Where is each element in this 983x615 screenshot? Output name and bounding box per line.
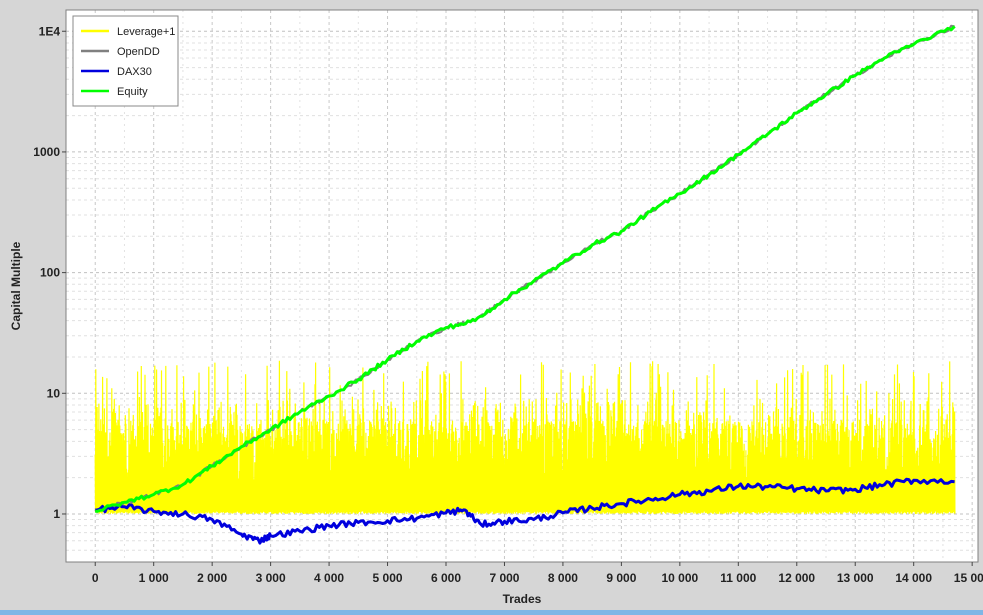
series-dax30 xyxy=(95,477,955,545)
legend-label: Equity xyxy=(117,86,148,98)
x-tick-label: 6 000 xyxy=(431,571,461,585)
x-tick-label: 11 000 xyxy=(720,571,756,585)
x-tick-label: 10 000 xyxy=(661,571,698,585)
series-layer xyxy=(94,24,956,545)
y-tick-label: 10 xyxy=(47,386,61,400)
window-bottom-edge xyxy=(0,610,983,615)
equity-line xyxy=(95,25,956,513)
x-tick-label: 12 000 xyxy=(778,571,815,585)
legend-label: OpenDD xyxy=(117,46,160,58)
x-tick-label: 0 xyxy=(92,571,99,585)
y-tick-label: 100 xyxy=(40,266,60,280)
legend-label: DAX30 xyxy=(117,66,152,78)
y-axis-title: Capital Multiple xyxy=(9,241,23,330)
grid-lines xyxy=(66,10,978,563)
x-tick-label: 4 000 xyxy=(314,571,344,585)
x-tick-label: 5 000 xyxy=(373,571,403,585)
legend-entry: DAX30 xyxy=(81,66,152,78)
y-tick-label: 1 xyxy=(53,507,60,521)
legend-entry: Leverage+1 xyxy=(81,26,175,38)
x-tick-label: 9 000 xyxy=(606,571,636,585)
leverage-line xyxy=(94,360,956,515)
x-axis-title: Trades xyxy=(503,592,542,606)
x-tick-label: 14 000 xyxy=(895,571,932,585)
x-tick-label: 15 000 xyxy=(954,571,983,585)
plot-border xyxy=(65,9,979,563)
dax30-line xyxy=(95,477,955,545)
legend-label: Leverage+1 xyxy=(117,26,175,38)
x-tick-label: 7 000 xyxy=(489,571,519,585)
legend-entry: Equity xyxy=(81,86,148,98)
x-tick-label: 13 000 xyxy=(837,571,874,585)
x-tick-label: 1 000 xyxy=(139,571,169,585)
y-tick-label: 1000 xyxy=(33,145,60,159)
series-leverage-1 xyxy=(94,360,956,515)
tick-labels: 0 1 000 2 000 3 000 4 000 5 000 6 000 7 000 8 00… xyxy=(33,24,983,585)
x-tick-label: 3 000 xyxy=(256,571,286,585)
x-tick-label: 8 000 xyxy=(548,571,578,585)
y-tick-label: 1E4 xyxy=(39,24,61,38)
legend-entry: OpenDD xyxy=(81,46,160,58)
legend: Leverage+1 OpenDD DAX30 Equity xyxy=(72,15,179,107)
x-tick-label: 2 000 xyxy=(197,571,227,585)
axes xyxy=(65,9,979,563)
series-equity xyxy=(95,25,956,513)
